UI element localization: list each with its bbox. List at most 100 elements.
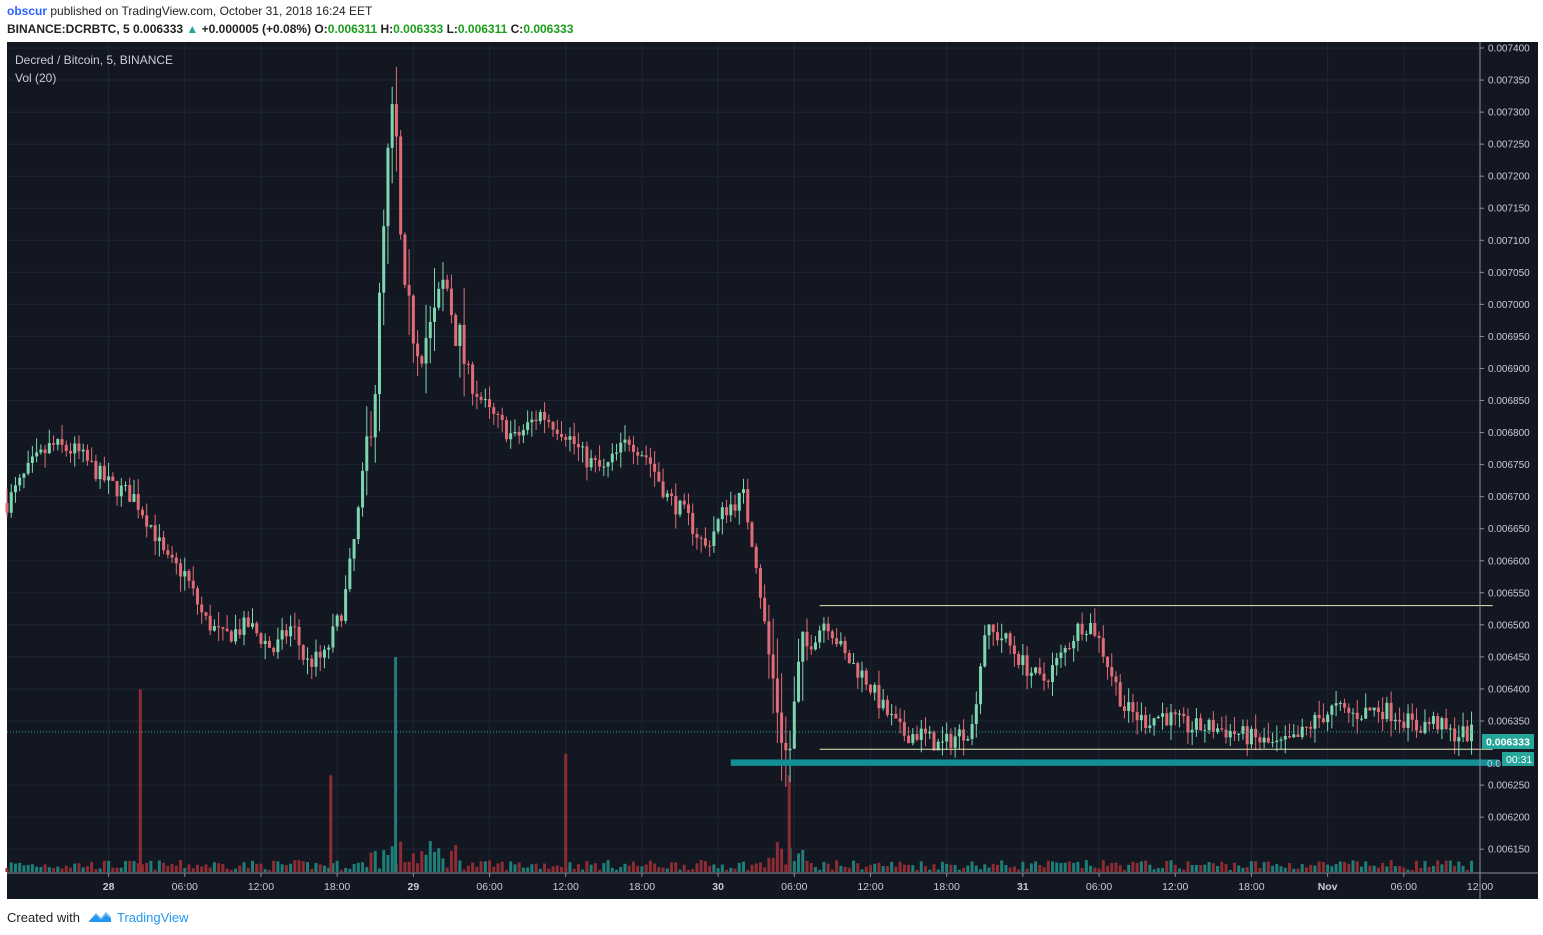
volume-bar bbox=[35, 866, 39, 872]
candle-body bbox=[327, 647, 331, 650]
candle-body bbox=[1330, 705, 1334, 715]
candle-body bbox=[369, 436, 373, 438]
volume-bar bbox=[830, 869, 834, 872]
candle-body bbox=[885, 699, 889, 715]
volume-bar bbox=[145, 862, 149, 872]
volume-bar bbox=[708, 865, 712, 872]
volume-bar bbox=[1042, 867, 1046, 872]
close-value: 0.006333 bbox=[523, 22, 574, 36]
countdown-text: 00:31 bbox=[1506, 754, 1532, 766]
candle-body bbox=[1046, 680, 1050, 682]
volume-bar bbox=[521, 867, 525, 872]
candle-body bbox=[1101, 638, 1105, 657]
volume-bar bbox=[1097, 868, 1101, 872]
price-tick-label: 0.006900 bbox=[1488, 364, 1530, 375]
candle-body bbox=[1042, 673, 1046, 681]
candle-body bbox=[568, 436, 572, 440]
volume-bar bbox=[890, 861, 894, 872]
volume-bar bbox=[1402, 867, 1406, 872]
time-tick-label: 31 bbox=[1017, 881, 1029, 893]
price-tick-label: 0.007050 bbox=[1488, 268, 1530, 279]
volume-bar bbox=[995, 864, 999, 872]
candle-body bbox=[661, 481, 665, 498]
author-link[interactable]: obscur bbox=[7, 4, 48, 18]
volume-bar bbox=[1211, 863, 1215, 872]
volume-bar bbox=[1309, 864, 1313, 872]
volume-bar bbox=[568, 862, 572, 872]
volume-bar bbox=[39, 867, 43, 872]
volume-bar bbox=[750, 864, 754, 872]
candle-body bbox=[39, 449, 43, 453]
volume-bar bbox=[94, 869, 98, 872]
candle-body bbox=[407, 285, 411, 296]
volume-bar bbox=[1347, 863, 1351, 872]
volume-bar bbox=[1190, 865, 1194, 872]
candle-body bbox=[1444, 718, 1448, 730]
volume-bar bbox=[1359, 866, 1363, 872]
candle-body bbox=[1084, 634, 1088, 636]
volume-bar bbox=[162, 862, 166, 872]
candle-body bbox=[551, 421, 555, 430]
price-chart[interactable]: 0.007400 0.007350 0.007300 0.007250 0.007200… bbox=[0, 0, 1543, 905]
volume-bar bbox=[1038, 864, 1042, 872]
volume-bar bbox=[1165, 861, 1169, 872]
volume-bar bbox=[758, 862, 762, 872]
candle-body bbox=[1321, 718, 1325, 723]
candle-body bbox=[940, 741, 944, 743]
candle-body bbox=[251, 623, 254, 627]
volume-bar bbox=[1220, 861, 1224, 872]
volume-bar bbox=[919, 861, 923, 872]
candle-body bbox=[449, 288, 453, 316]
chart-header: obscur published on TradingView.com, Oct… bbox=[0, 0, 1543, 42]
volume-bars bbox=[5, 657, 1474, 872]
volume-bar bbox=[1156, 868, 1160, 872]
volume-bar bbox=[924, 866, 928, 872]
candle-body bbox=[140, 509, 144, 516]
volume-bar bbox=[60, 868, 64, 872]
volume-bar bbox=[1364, 861, 1368, 872]
volume-bar bbox=[991, 863, 995, 872]
volume-bar bbox=[314, 862, 318, 872]
drawing-annotations[interactable] bbox=[730, 605, 1500, 766]
volume-bar bbox=[1275, 864, 1279, 872]
price-axis[interactable]: 0.007400 0.007350 0.007300 0.007250 0.007200… bbox=[1479, 42, 1530, 899]
volume-bar bbox=[572, 868, 576, 872]
candle-body bbox=[284, 630, 288, 637]
volume-bar bbox=[1398, 865, 1402, 872]
volume-bar bbox=[386, 854, 390, 872]
volume-bar bbox=[1029, 863, 1033, 872]
candle-body bbox=[1186, 716, 1190, 733]
volume-bar bbox=[85, 866, 89, 872]
time-axis[interactable]: 28 06:00 12:00 18:00 29 06:00 12:00 18:00 30 06:0… bbox=[7, 872, 1538, 893]
volume-bar bbox=[1423, 861, 1427, 872]
candle-body bbox=[1122, 706, 1126, 712]
volume-bar bbox=[593, 863, 597, 872]
candle-body bbox=[339, 615, 343, 621]
candle-body bbox=[792, 701, 796, 749]
tradingview-brand-link[interactable]: TradingView bbox=[117, 910, 189, 925]
volume-bar bbox=[644, 864, 648, 872]
volume-bar bbox=[712, 864, 716, 872]
candle-body bbox=[716, 519, 720, 532]
candle-body bbox=[437, 288, 441, 308]
candle-body bbox=[843, 640, 847, 654]
volume-bar bbox=[873, 863, 877, 872]
candle-body bbox=[1169, 712, 1173, 726]
time-tick-label: 06:00 bbox=[1086, 881, 1112, 893]
candle-body bbox=[377, 292, 381, 395]
volume-bar bbox=[416, 863, 420, 872]
volume-bar bbox=[56, 866, 60, 872]
volume-bar bbox=[1093, 867, 1097, 872]
candle-body bbox=[822, 623, 826, 631]
volume-bar bbox=[1017, 869, 1021, 872]
partial-tick-label: 0.0 bbox=[1487, 759, 1501, 770]
volume-bar bbox=[780, 848, 784, 872]
candle-body bbox=[962, 729, 966, 741]
candle-body bbox=[1389, 702, 1393, 722]
tradingview-logo-icon[interactable] bbox=[88, 909, 112, 925]
candle-body bbox=[9, 492, 13, 513]
volume-bar bbox=[102, 860, 106, 872]
volume-bar bbox=[462, 869, 466, 872]
volume-bar bbox=[1249, 861, 1253, 872]
price-tick-label: 0.006400 bbox=[1488, 684, 1530, 695]
